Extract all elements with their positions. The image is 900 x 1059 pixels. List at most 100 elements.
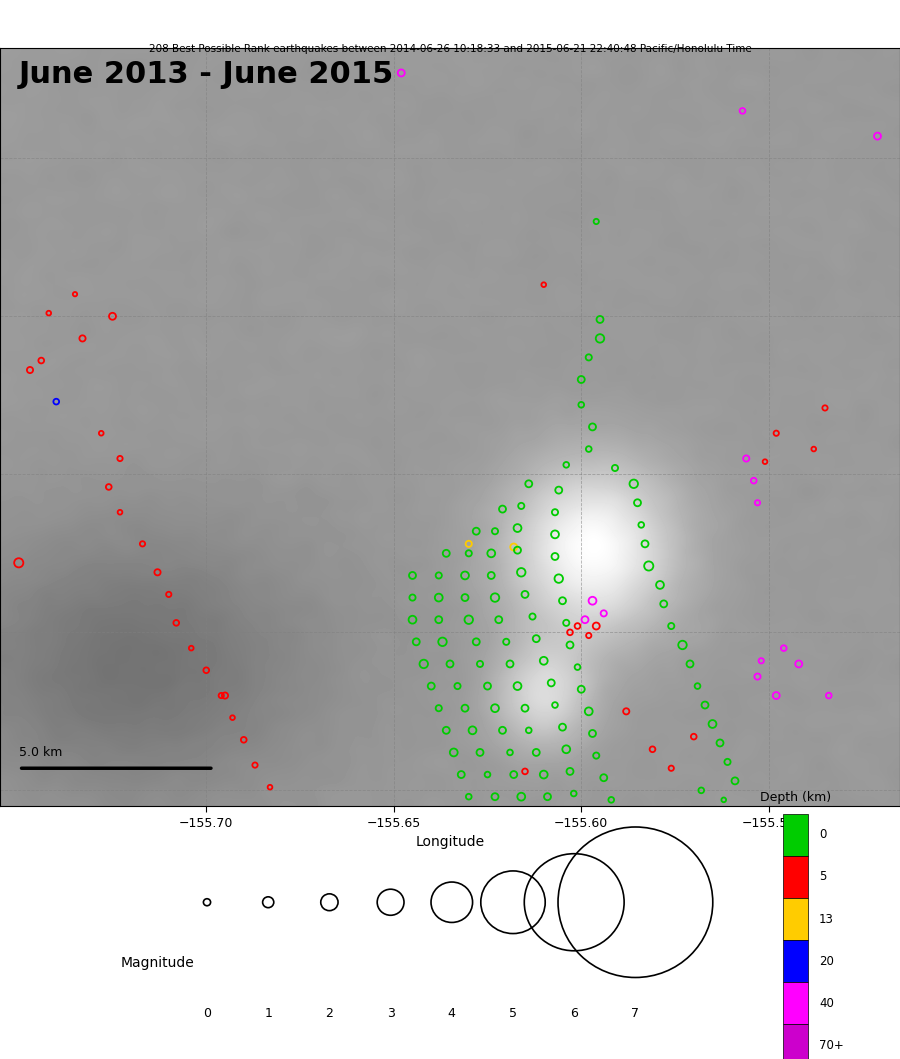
Point: [491, 611, 506, 628]
X-axis label: Longitude: Longitude: [416, 836, 484, 849]
Text: 1: 1: [265, 1007, 272, 1020]
Point: [548, 697, 562, 714]
Point: [469, 633, 483, 650]
Point: [443, 656, 457, 672]
Point: [472, 656, 487, 672]
Point: [690, 678, 705, 695]
Point: [652, 576, 667, 593]
Point: [792, 656, 806, 672]
Point: [507, 539, 521, 556]
Point: [472, 744, 487, 761]
Text: 5: 5: [819, 870, 826, 883]
Text: 20: 20: [819, 955, 834, 968]
Point: [465, 722, 480, 739]
Point: [642, 557, 656, 574]
Text: 3: 3: [387, 1007, 394, 1020]
Point: [462, 611, 476, 628]
Point: [469, 523, 483, 540]
Point: [405, 611, 419, 628]
Point: [619, 703, 634, 720]
Point: [585, 725, 599, 742]
Point: [518, 586, 532, 603]
Point: [488, 700, 502, 717]
Point: [112, 450, 127, 467]
Point: [548, 526, 562, 543]
Point: [562, 624, 577, 641]
Point: [769, 687, 783, 704]
Point: [518, 700, 532, 717]
Point: [436, 633, 450, 650]
Point: [529, 630, 544, 647]
Text: 0: 0: [203, 1007, 211, 1020]
Point: [728, 772, 742, 789]
Point: [462, 788, 476, 805]
Point: [559, 456, 573, 473]
Point: [581, 441, 596, 457]
Point: [581, 348, 596, 365]
Point: [41, 305, 56, 322]
Point: [495, 722, 509, 739]
Point: [214, 687, 229, 704]
Point: [458, 589, 473, 606]
Point: [94, 425, 108, 442]
Point: [529, 744, 544, 761]
Point: [758, 453, 772, 470]
Point: [555, 719, 570, 736]
Point: [536, 766, 551, 783]
Point: [638, 536, 652, 553]
Point: [567, 785, 581, 802]
Point: [818, 399, 832, 416]
Point: [589, 617, 603, 634]
Point: [698, 697, 712, 714]
Point: [585, 592, 599, 609]
Point: [597, 605, 611, 622]
Point: [645, 741, 660, 758]
Point: [225, 710, 239, 726]
Point: [552, 482, 566, 499]
Point: [562, 636, 577, 653]
Point: [488, 523, 502, 540]
Point: [581, 627, 596, 644]
Bar: [783, 813, 808, 856]
Point: [199, 662, 213, 679]
Text: 6: 6: [571, 1007, 578, 1020]
Point: [518, 762, 532, 779]
Text: 5: 5: [509, 1007, 517, 1020]
Point: [593, 330, 608, 347]
Point: [683, 656, 698, 672]
Text: Magnitude: Magnitude: [121, 956, 194, 970]
Point: [49, 393, 63, 410]
Point: [713, 735, 727, 752]
Text: 208 Best Possible Rank earthquakes between 2014-06-26 10:18:33 and 2015-06-21 22: 208 Best Possible Rank earthquakes betwe…: [148, 44, 751, 54]
Point: [675, 636, 689, 653]
Point: [536, 276, 551, 293]
Point: [735, 103, 750, 120]
Point: [769, 425, 783, 442]
Point: [450, 678, 464, 695]
Point: [870, 128, 885, 145]
Point: [22, 361, 37, 378]
Point: [218, 687, 232, 704]
Bar: [783, 983, 808, 1024]
Point: [432, 611, 446, 628]
Point: [574, 396, 589, 413]
Point: [454, 766, 468, 783]
Text: 2: 2: [326, 1007, 333, 1020]
Point: [716, 791, 731, 808]
Text: 13: 13: [819, 913, 834, 926]
Point: [526, 608, 540, 625]
Point: [630, 495, 644, 511]
Point: [574, 681, 589, 698]
Point: [510, 520, 525, 537]
Text: Depth (km): Depth (km): [760, 791, 832, 804]
Point: [664, 759, 679, 776]
Point: [657, 595, 671, 612]
Point: [522, 475, 536, 492]
Point: [597, 769, 611, 786]
Point: [548, 504, 562, 521]
Point: [484, 567, 499, 584]
Point: [417, 656, 431, 672]
Text: 4: 4: [448, 1007, 455, 1020]
Point: [446, 744, 461, 761]
Point: [481, 766, 495, 783]
